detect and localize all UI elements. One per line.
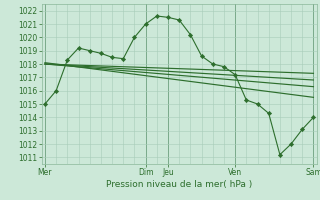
X-axis label: Pression niveau de la mer( hPa ): Pression niveau de la mer( hPa ) [106, 180, 252, 189]
